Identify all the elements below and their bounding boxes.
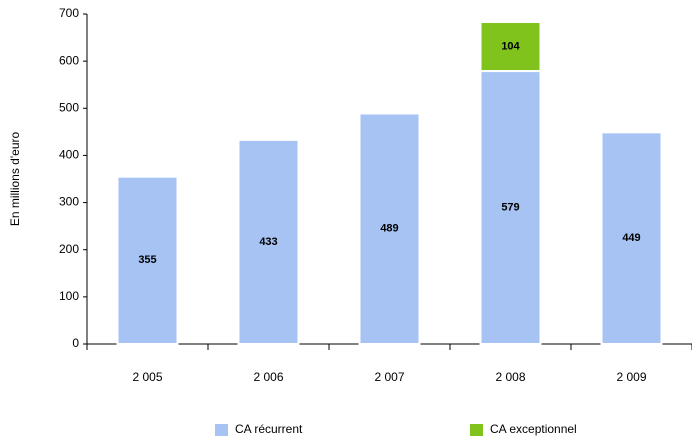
y-tick-label: 600 <box>59 53 79 67</box>
y-tick-label: 0 <box>72 336 79 350</box>
data-label: 433 <box>259 236 277 248</box>
y-tick-label: 200 <box>59 242 79 256</box>
bar-segment <box>237 138 300 345</box>
legend-swatch <box>470 424 483 436</box>
y-tick-label: 100 <box>59 289 79 303</box>
bar-segment <box>600 131 663 345</box>
y-tick-label: 500 <box>59 100 79 114</box>
data-label: 489 <box>380 223 398 235</box>
legend-label: CA récurrent <box>235 422 303 436</box>
y-tick-label: 300 <box>59 195 79 209</box>
x-tick-label: 2 007 <box>374 370 404 384</box>
data-label: 104 <box>501 40 520 52</box>
y-axis-label: En millions d'euro <box>8 132 22 227</box>
legend-swatch <box>215 424 228 436</box>
bar-segment <box>479 21 542 73</box>
legend-label: CA exceptionnel <box>490 422 577 436</box>
data-label: 449 <box>622 232 640 244</box>
data-label: 579 <box>501 201 519 213</box>
x-tick-label: 2 009 <box>616 370 646 384</box>
x-tick-label: 2 005 <box>132 370 162 384</box>
y-tick-label: 400 <box>59 148 79 162</box>
bar-segment <box>358 112 421 345</box>
x-tick-label: 2 006 <box>253 370 283 384</box>
data-label: 355 <box>138 254 156 266</box>
bar-segment <box>479 70 542 346</box>
bar-segment <box>116 175 179 345</box>
y-tick-label: 700 <box>59 6 79 20</box>
x-tick-label: 2 008 <box>495 370 525 384</box>
